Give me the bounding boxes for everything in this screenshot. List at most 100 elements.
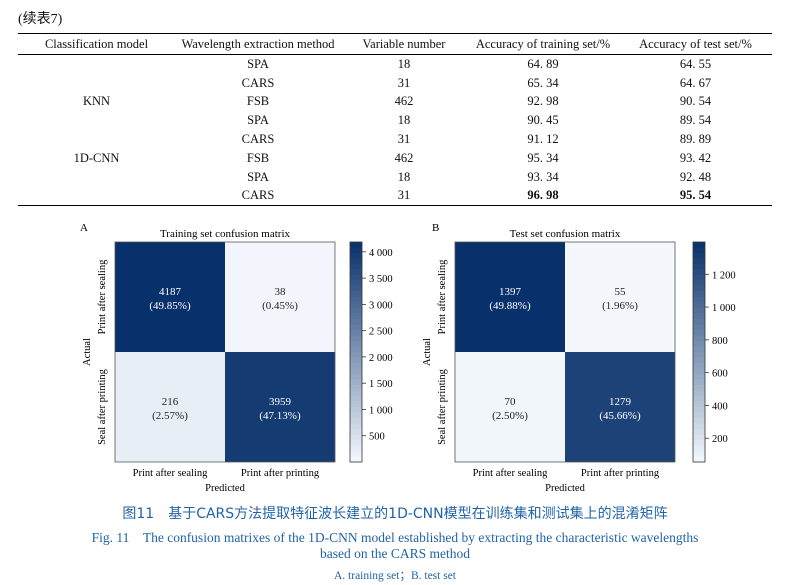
model-cell bbox=[18, 168, 175, 187]
train-accuracy-cell: 92. 98 bbox=[527, 94, 559, 109]
colorbar-segment bbox=[693, 341, 705, 348]
colorbar-segment bbox=[693, 280, 705, 287]
variables-cell: 462 bbox=[394, 94, 414, 109]
matrix-cell bbox=[565, 242, 675, 352]
colorbar-tick-label: 500 bbox=[369, 432, 385, 443]
colorbar-segment bbox=[693, 352, 705, 359]
colorbar-segment bbox=[350, 374, 362, 381]
colorbar-segment bbox=[350, 396, 362, 403]
colorbar-segment bbox=[693, 286, 705, 293]
model-cell: 1D-CNN bbox=[73, 150, 120, 165]
cell-count-label: 3959 bbox=[269, 396, 292, 408]
y-tick-label: Seal after printing bbox=[437, 368, 448, 445]
table-row: 1D-CNN FSB 462 95. 34 93. 42 bbox=[18, 149, 772, 168]
colorbar-segment bbox=[693, 445, 705, 452]
chart-title: Test set confusion matrix bbox=[510, 228, 621, 240]
test-accuracy-cell: 93. 42 bbox=[679, 150, 712, 165]
colorbar-segment bbox=[693, 264, 705, 271]
cell-percent-label: (49.88%) bbox=[489, 300, 531, 312]
colorbar-segment bbox=[350, 335, 362, 342]
colorbar-segment bbox=[693, 357, 705, 364]
colorbar-segment bbox=[350, 445, 362, 452]
matrix-cell bbox=[115, 352, 225, 462]
chart-title: Training set confusion matrix bbox=[160, 228, 291, 240]
test-accuracy-cell: 89. 54 bbox=[679, 113, 712, 128]
colorbar-tick-label: 4 000 bbox=[369, 248, 393, 259]
colorbar-segment bbox=[693, 407, 705, 414]
colorbar-segment bbox=[693, 390, 705, 397]
method-cell: CARS bbox=[241, 75, 275, 90]
colorbar-segment bbox=[350, 440, 362, 447]
colorbar-segment bbox=[350, 368, 362, 375]
table-row: CARS 31 96. 98 95. 54 bbox=[18, 186, 772, 207]
table-continued-label: (续表7) bbox=[18, 12, 63, 27]
method-cell: FSB bbox=[246, 150, 270, 165]
colorbar-segment bbox=[693, 335, 705, 342]
y-tick-label: Print after sealing bbox=[437, 259, 448, 334]
colorbar-segment bbox=[350, 451, 362, 458]
y-tick-label: Seal after printing bbox=[97, 368, 108, 445]
test-accuracy-cell: 64. 55 bbox=[679, 56, 712, 71]
colorbar-tick-label: 2 500 bbox=[369, 327, 393, 338]
matrix-border bbox=[114, 241, 336, 463]
colorbar-segment bbox=[350, 429, 362, 436]
colorbar-segment bbox=[350, 280, 362, 287]
x-tick-label: Print after sealing bbox=[133, 468, 208, 479]
colorbar-segment bbox=[693, 346, 705, 353]
panel-label: A bbox=[80, 222, 88, 234]
cell-percent-label: (45.66%) bbox=[599, 410, 641, 422]
cell-count-label: 70 bbox=[505, 396, 517, 408]
colorbar-segment bbox=[350, 242, 362, 249]
table-header-row: Classification model Wavelength extracti… bbox=[18, 33, 772, 55]
x-axis-label: Predicted bbox=[205, 483, 245, 494]
colorbar-segment bbox=[350, 456, 362, 463]
train-accuracy-cell: 64. 89 bbox=[527, 56, 559, 71]
model-cell bbox=[18, 55, 175, 74]
matrix-cell bbox=[225, 242, 335, 352]
colorbar-border bbox=[692, 241, 706, 463]
train-accuracy-cell: 96. 98 bbox=[467, 186, 619, 207]
colorbar-segment bbox=[693, 379, 705, 386]
variables-cell: 18 bbox=[397, 56, 411, 71]
colorbar-segment bbox=[693, 374, 705, 381]
colorbar-segment bbox=[693, 275, 705, 282]
colorbar-segment bbox=[693, 258, 705, 265]
colorbar-segment bbox=[350, 341, 362, 348]
colorbar-segment bbox=[693, 412, 705, 419]
colorbar-segment bbox=[693, 396, 705, 403]
colorbar-segment bbox=[350, 434, 362, 441]
colorbar-tick-label: 200 bbox=[712, 434, 728, 445]
y-axis-label: Actual bbox=[82, 338, 93, 366]
colorbar-segment bbox=[693, 401, 705, 408]
colorbar-segment bbox=[350, 247, 362, 254]
colorbar-tick-label: 3 000 bbox=[369, 300, 393, 311]
table-row: SPA 18 93. 34 92. 48 bbox=[18, 168, 772, 187]
cell-percent-label: (2.50%) bbox=[492, 410, 528, 422]
train-accuracy-cell: 65. 34 bbox=[527, 75, 559, 90]
cell-percent-label: (47.13%) bbox=[259, 410, 301, 422]
colorbar-segment bbox=[350, 385, 362, 392]
matrix-cell bbox=[565, 352, 675, 462]
colorbar-segment bbox=[693, 330, 705, 337]
colorbar-segment bbox=[350, 264, 362, 271]
colorbar-segment bbox=[350, 423, 362, 430]
variables-cell: 31 bbox=[397, 132, 411, 147]
colorbar-segment bbox=[350, 401, 362, 408]
colorbar-segment bbox=[350, 418, 362, 425]
model-cell bbox=[18, 74, 175, 93]
colorbar-segment bbox=[693, 423, 705, 430]
confusion-matrix-figure: A Training set confusion matrix 4187 (49.85… bbox=[80, 222, 736, 494]
colorbar-segment bbox=[693, 429, 705, 436]
model-cell: KNN bbox=[82, 94, 111, 109]
variables-cell: 18 bbox=[397, 113, 411, 128]
colorbar-segment bbox=[350, 308, 362, 315]
figure-subcaption: A. training set；B. test set bbox=[333, 570, 456, 582]
cell-count-label: 1279 bbox=[609, 396, 632, 408]
colorbar-segment bbox=[693, 363, 705, 370]
table-row: CARS 31 65. 34 64. 67 bbox=[18, 74, 772, 93]
colorbar-segment bbox=[693, 434, 705, 441]
x-tick-label: Print after printing bbox=[581, 468, 660, 479]
colorbar-segment bbox=[693, 269, 705, 276]
colorbar-segment bbox=[693, 242, 705, 249]
header-cell: Wavelength extraction method bbox=[175, 33, 341, 55]
